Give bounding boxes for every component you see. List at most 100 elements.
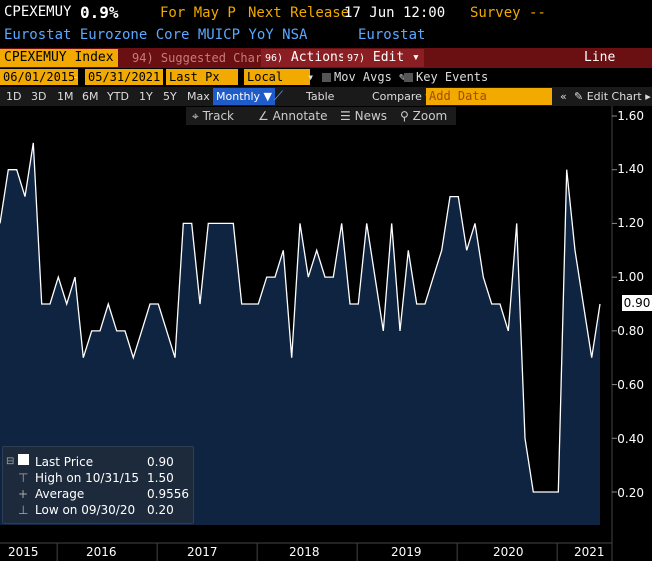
data-point[interactable] — [482, 276, 485, 279]
data-point[interactable] — [524, 437, 527, 440]
end-date-input[interactable]: 05/31/2021 — [85, 69, 164, 85]
collapse-icon[interactable]: ⊟ — [6, 456, 15, 467]
data-point[interactable] — [532, 491, 535, 494]
series-line[interactable] — [0, 142, 601, 493]
range-3d[interactable]: 3D — [31, 90, 47, 103]
data-point[interactable] — [424, 303, 427, 306]
mov-avgs-toggle[interactable]: Mov Avgs ✎ — [322, 69, 406, 85]
range-1d[interactable]: 1D — [6, 90, 22, 103]
data-point[interactable] — [132, 356, 135, 359]
data-point[interactable] — [65, 303, 68, 306]
data-point[interactable] — [74, 276, 77, 279]
data-point[interactable] — [157, 303, 160, 306]
range-5y[interactable]: 5Y — [163, 90, 177, 103]
line-chart-icon[interactable]: ⟋ — [274, 89, 284, 104]
data-point[interactable] — [149, 303, 152, 306]
data-point[interactable] — [24, 195, 27, 198]
data-point[interactable] — [399, 329, 402, 332]
chart-type-label[interactable]: Line Chart — [584, 50, 623, 83]
data-point[interactable] — [324, 276, 327, 279]
data-point[interactable] — [465, 249, 468, 252]
data-point[interactable] — [332, 276, 335, 279]
data-point[interactable] — [140, 329, 143, 332]
start-date-input[interactable]: 06/01/2015 — [0, 69, 79, 85]
data-point[interactable] — [182, 222, 185, 225]
data-point[interactable] — [249, 303, 252, 306]
add-data-input[interactable]: Add Data — [426, 88, 552, 105]
data-point[interactable] — [390, 222, 393, 225]
data-point[interactable] — [90, 329, 93, 332]
checkbox-icon[interactable] — [404, 73, 413, 82]
data-point[interactable] — [107, 303, 110, 306]
data-point[interactable] — [349, 303, 352, 306]
data-point[interactable] — [40, 303, 43, 306]
suggested-charts-button[interactable]: 94) Suggested Charts — [132, 49, 277, 67]
data-point[interactable] — [207, 222, 210, 225]
collapse-icon[interactable]: « — [560, 90, 567, 103]
data-point[interactable] — [549, 491, 552, 494]
data-point[interactable] — [574, 249, 577, 252]
currency-selector[interactable]: Local CCY — [244, 69, 310, 100]
data-point[interactable] — [374, 276, 377, 279]
data-point[interactable] — [115, 329, 118, 332]
data-point[interactable] — [57, 276, 60, 279]
data-point[interactable] — [490, 303, 493, 306]
data-point[interactable] — [449, 195, 452, 198]
pencil-icon[interactable]: ✎ — [574, 90, 584, 103]
table-button[interactable]: Table — [306, 90, 335, 103]
data-point[interactable] — [215, 222, 218, 225]
data-point[interactable] — [499, 303, 502, 306]
data-point[interactable] — [540, 491, 543, 494]
data-point[interactable] — [265, 276, 268, 279]
key-events-toggle[interactable]: Key Events — [404, 69, 488, 85]
data-point[interactable] — [432, 276, 435, 279]
track-tool[interactable]: ⌖ Track — [192, 107, 234, 125]
compare-button[interactable]: Compare ▾ — [372, 90, 431, 103]
zoom-tool[interactable]: ⚲ Zoom — [400, 107, 447, 125]
news-tool[interactable]: ☰ News — [340, 107, 387, 125]
data-point[interactable] — [407, 249, 410, 252]
data-point[interactable] — [474, 222, 477, 225]
data-point[interactable] — [174, 356, 177, 359]
data-point[interactable] — [232, 222, 235, 225]
range-1m[interactable]: 1M — [57, 90, 74, 103]
data-point[interactable] — [190, 222, 193, 225]
data-point[interactable] — [274, 276, 277, 279]
security-field[interactable]: CPEXEMUY Index — [0, 49, 118, 67]
data-point[interactable] — [557, 491, 560, 494]
currency-dropdown-icon[interactable]: ▾ — [307, 70, 315, 84]
data-point[interactable] — [240, 303, 243, 306]
data-point[interactable] — [582, 303, 585, 306]
data-point[interactable] — [99, 329, 102, 332]
checkbox-icon[interactable] — [322, 73, 331, 82]
data-point[interactable] — [15, 168, 18, 171]
period-selector[interactable]: Monthly ▼ — [213, 88, 275, 105]
data-point[interactable] — [257, 303, 260, 306]
data-point[interactable] — [415, 303, 418, 306]
line-chart[interactable] — [0, 106, 652, 561]
data-point[interactable] — [565, 168, 568, 171]
range-6m[interactable]: 6M — [82, 90, 99, 103]
data-point[interactable] — [165, 329, 168, 332]
data-point[interactable] — [282, 249, 285, 252]
range-ytd[interactable]: YTD — [107, 90, 129, 103]
data-point[interactable] — [199, 303, 202, 306]
data-point[interactable] — [357, 303, 360, 306]
data-point[interactable] — [507, 329, 510, 332]
data-point[interactable] — [340, 222, 343, 225]
data-point[interactable] — [599, 303, 602, 306]
data-point[interactable] — [224, 222, 227, 225]
data-point[interactable] — [515, 222, 518, 225]
data-point[interactable] — [307, 276, 310, 279]
data-point[interactable] — [382, 329, 385, 332]
data-point[interactable] — [7, 168, 10, 171]
range-1y[interactable]: 1Y — [139, 90, 153, 103]
data-point[interactable] — [590, 356, 593, 359]
data-point[interactable] — [365, 222, 368, 225]
data-point[interactable] — [32, 141, 35, 144]
data-point[interactable] — [440, 249, 443, 252]
edit-menu[interactable]: 97) Edit ▾ — [343, 49, 424, 67]
data-point[interactable] — [315, 249, 318, 252]
data-point[interactable] — [124, 329, 127, 332]
annotate-tool[interactable]: ∠ Annotate — [258, 107, 328, 125]
